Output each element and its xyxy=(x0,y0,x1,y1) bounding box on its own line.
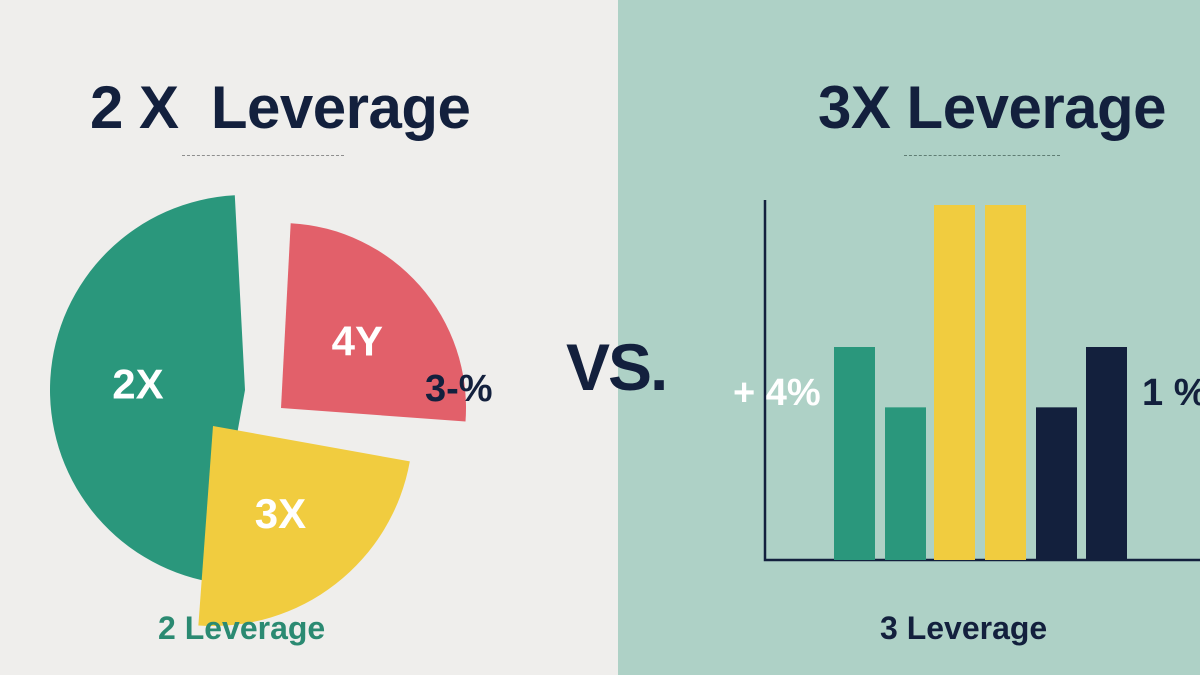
bar-2 xyxy=(885,407,926,560)
pie-slice-2x xyxy=(50,195,245,582)
bar-3 xyxy=(934,205,975,560)
pie-slice-label: 4Y xyxy=(332,318,383,365)
bar-side-label-right: 1 % xyxy=(1142,372,1200,414)
right-title-divider xyxy=(904,155,1060,156)
pie-slice-label: 2X xyxy=(112,360,163,407)
vs-separator: VS. xyxy=(566,330,668,404)
pie-side-label: 3-% xyxy=(425,368,493,410)
pie-slice-label: 3X xyxy=(255,490,306,537)
pie-slice-3x xyxy=(198,426,410,626)
bar-5 xyxy=(1036,407,1077,560)
bar-6 xyxy=(1086,347,1127,560)
left-caption: 2 Leverage xyxy=(158,610,326,646)
right-title: 3X Leverage xyxy=(818,74,1167,141)
left-title-divider xyxy=(182,155,344,156)
bar-4 xyxy=(985,205,1026,560)
pie-chart: 2X 4Y 3X xyxy=(50,195,466,626)
bar-1 xyxy=(834,347,875,560)
bar-chart-axis xyxy=(763,200,1200,562)
left-title: 2 X Leverage xyxy=(90,74,471,141)
bar-side-label-left: + 4% xyxy=(733,372,821,414)
right-caption: 3 Leverage xyxy=(880,610,1048,646)
pie-slice-4y xyxy=(281,223,466,422)
right-panel xyxy=(618,0,1200,675)
